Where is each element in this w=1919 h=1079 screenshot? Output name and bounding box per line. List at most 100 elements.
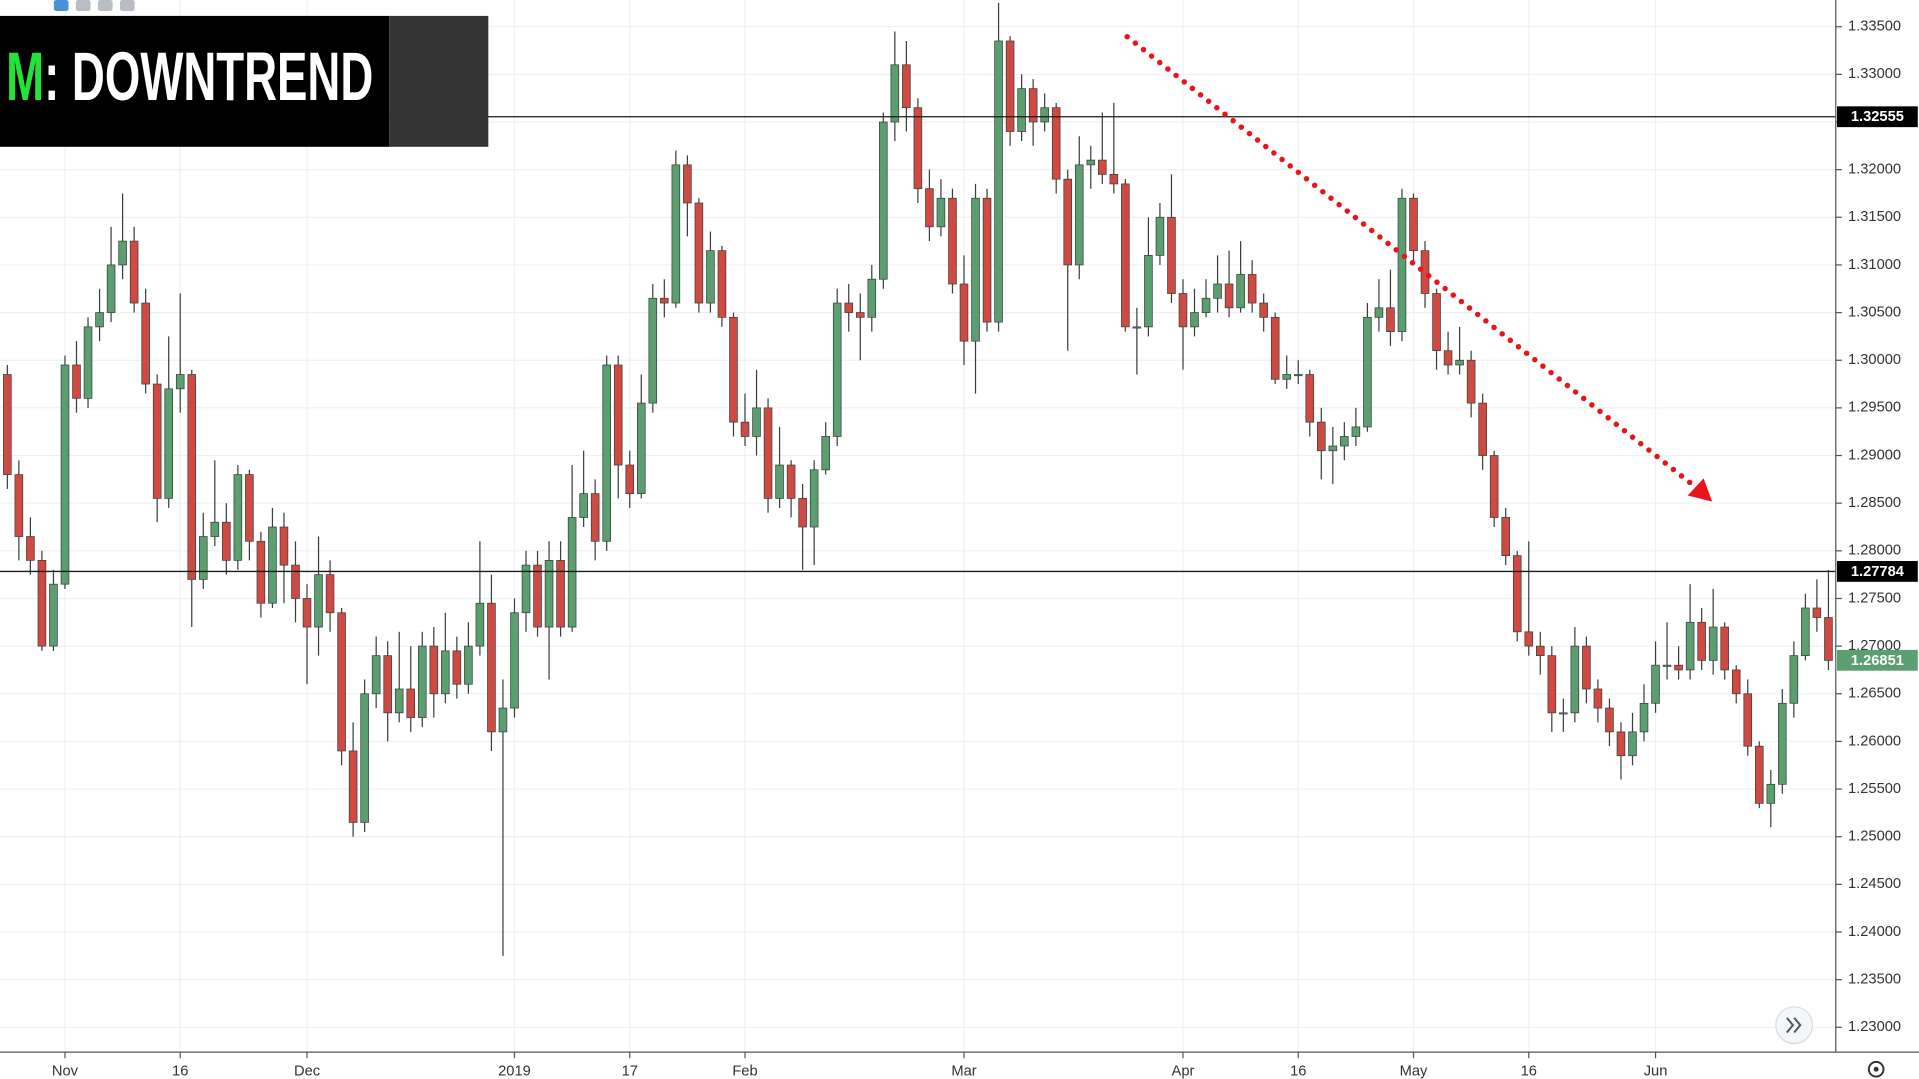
y-tick-label: 1.30500 — [1848, 304, 1901, 320]
candle-body — [1109, 174, 1119, 185]
candle-body — [1778, 702, 1787, 785]
candle-body — [498, 707, 508, 733]
candle-body — [417, 645, 427, 718]
candle-body — [198, 536, 208, 580]
candle-body — [256, 540, 266, 604]
x-tick-label: 16 — [172, 1064, 188, 1079]
candle-body — [383, 655, 392, 714]
scroll-right-button[interactable] — [1775, 1006, 1814, 1045]
candle-body — [602, 364, 611, 542]
candle-body — [890, 64, 900, 123]
x-tick-label: 16 — [1521, 1064, 1537, 1079]
candle-body — [452, 650, 462, 685]
candle-body — [1593, 688, 1603, 709]
candle-body — [1086, 159, 1096, 166]
candle-body — [1616, 731, 1626, 757]
last-price-tag — [1837, 649, 1918, 671]
y-tick-label: 1.24000 — [1848, 924, 1901, 940]
candle-body — [1386, 307, 1395, 333]
candle-body — [1662, 664, 1672, 667]
y-tick-label: 1.28500 — [1848, 495, 1901, 511]
axis-labels: 1.23000 1.23500 1.24000 1.24500 1.25000 1.255… — [52, 19, 1918, 1079]
y-tick-label: 1.25500 — [1848, 781, 1901, 797]
candle-body — [14, 474, 24, 537]
candle-body — [1489, 455, 1499, 518]
toolbar[interactable] — [53, 0, 135, 12]
candle-body — [1155, 216, 1165, 256]
title-box — [0, 15, 390, 147]
candle-body — [118, 240, 127, 266]
y-tick-label: 1.29500 — [1848, 400, 1901, 416]
y-tick-label: 1.32000 — [1848, 162, 1901, 178]
candle-body — [233, 474, 243, 561]
title-box-side — [389, 15, 489, 147]
title-prefix: M — [6, 38, 44, 115]
gear-center[interactable] — [1873, 1066, 1879, 1072]
candle-body — [1213, 283, 1222, 299]
candle-body — [1708, 626, 1718, 661]
button-icon[interactable] — [1786, 1017, 1802, 1034]
candle-body — [1363, 316, 1372, 428]
y-tick-label: 1.31000 — [1848, 257, 1901, 273]
candle-body — [683, 164, 692, 204]
candle-body — [1340, 436, 1349, 447]
candle-body — [1201, 297, 1211, 313]
candle-body — [671, 164, 681, 304]
toolbar-icon[interactable] — [97, 0, 113, 12]
candle-body — [510, 612, 519, 709]
candle-body — [567, 517, 577, 628]
candle-body — [441, 650, 450, 695]
toolbar-icon[interactable] — [119, 0, 135, 12]
candle-body — [487, 602, 496, 733]
candle-body — [187, 374, 197, 580]
toolbar-icon[interactable] — [53, 0, 69, 12]
candle-body — [867, 278, 877, 318]
candle-body — [1501, 517, 1510, 556]
candle-body — [1144, 255, 1153, 328]
candle-body — [464, 645, 473, 685]
candle-body — [625, 464, 635, 495]
candle-body — [1570, 645, 1580, 714]
candle-body — [832, 302, 842, 437]
candle-body — [1374, 307, 1384, 318]
candle-body — [1028, 88, 1038, 123]
candle-body — [613, 364, 623, 466]
candle-body — [1639, 702, 1649, 733]
candle-body — [925, 188, 934, 228]
candle-body — [371, 655, 381, 695]
x-tick-label: May — [1400, 1064, 1428, 1079]
candle-body — [775, 464, 784, 499]
candle-body — [636, 402, 646, 495]
candle-body — [1317, 421, 1326, 452]
candle-body — [337, 612, 346, 752]
candle-body — [821, 436, 830, 471]
candle-body — [1466, 359, 1476, 404]
price-level-tag — [1837, 106, 1918, 128]
last-price-label: 1.26851 — [1851, 653, 1904, 669]
candle-body — [1582, 645, 1591, 690]
y-tick-label: 1.26000 — [1848, 733, 1901, 749]
candle-body — [752, 407, 761, 437]
settings-button[interactable] — [1867, 1060, 1885, 1078]
candle-body — [1259, 302, 1268, 318]
gear-icon[interactable] — [1867, 1060, 1885, 1078]
price-level-tag — [1837, 561, 1918, 582]
candle-body — [717, 250, 727, 318]
candle-body — [60, 364, 70, 585]
candle-body — [1040, 107, 1049, 123]
candle-body — [1247, 274, 1257, 304]
x-tick-label: Mar — [951, 1064, 976, 1079]
candle-body — [1478, 402, 1487, 456]
candle-body — [360, 693, 369, 823]
x-tick-label: 2019 — [498, 1064, 531, 1079]
candle-body — [786, 464, 796, 499]
candle-body — [1789, 655, 1799, 704]
candle-body — [1628, 731, 1637, 757]
candle-body — [1005, 40, 1015, 132]
toolbar-icon[interactable] — [75, 0, 91, 12]
candle-body — [1536, 645, 1545, 657]
x-tick-label: Nov — [52, 1064, 79, 1079]
candle-body — [556, 559, 565, 628]
candle-body — [475, 602, 485, 647]
